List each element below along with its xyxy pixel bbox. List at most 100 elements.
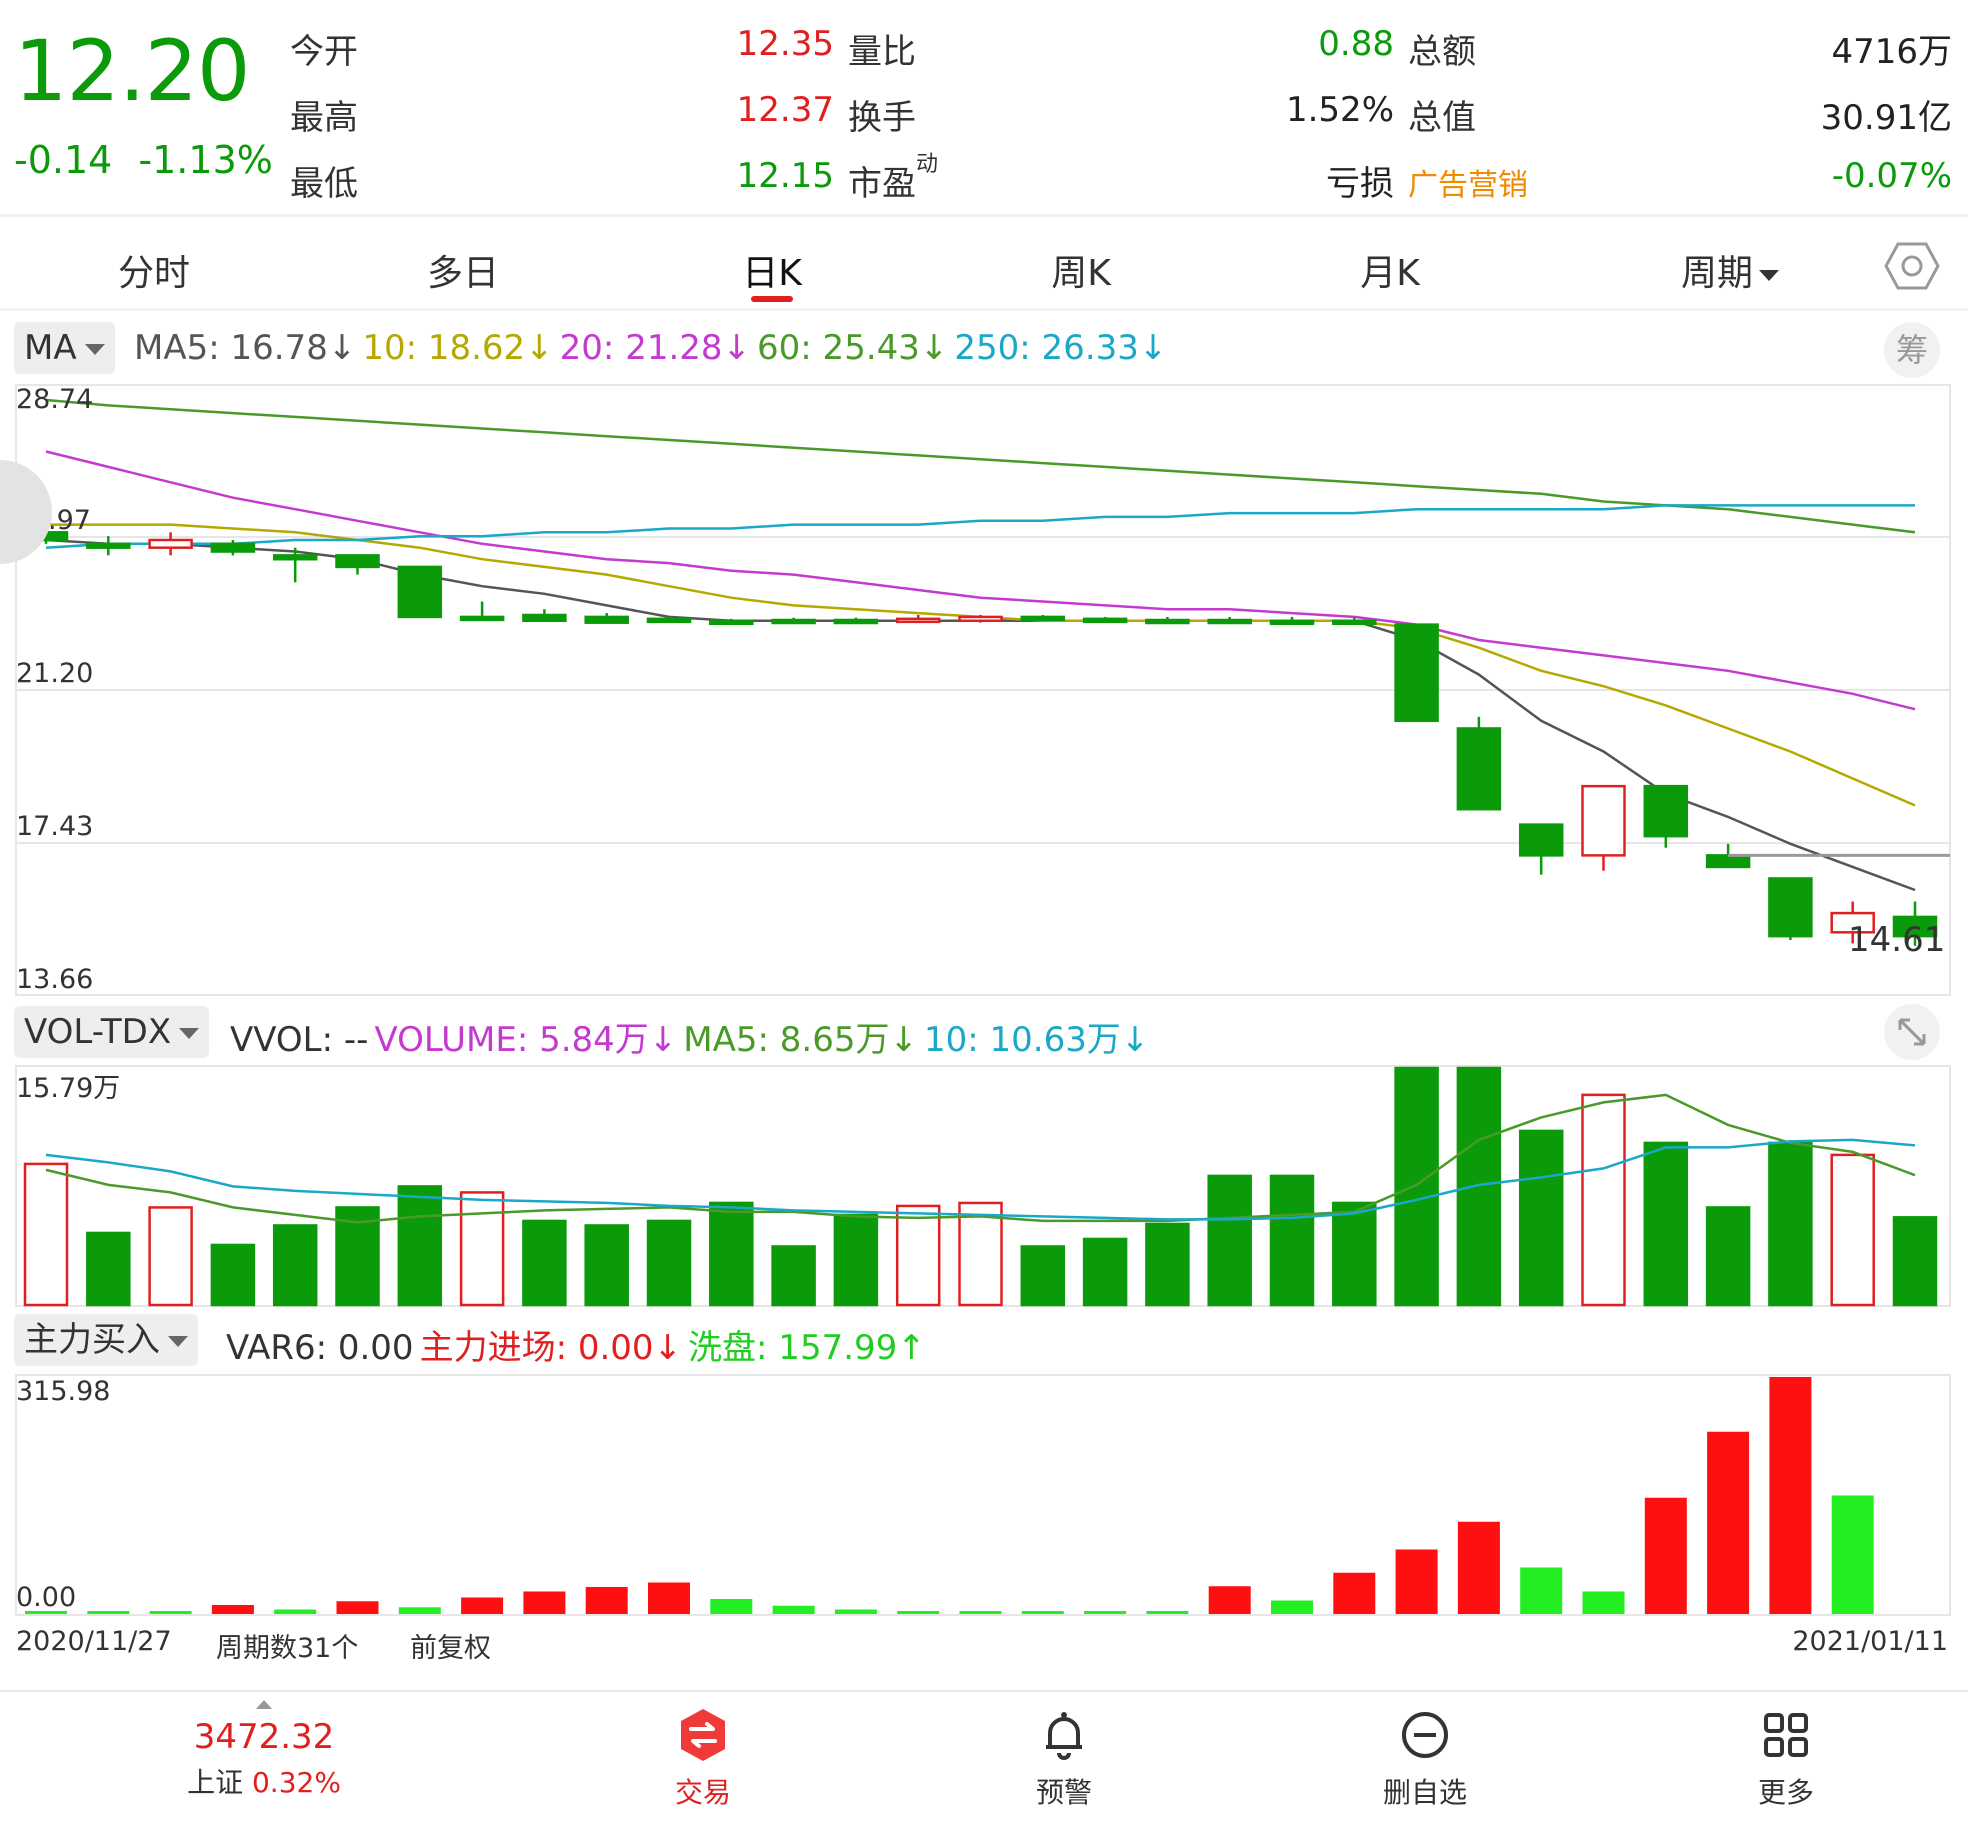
volume-ma-line-ma5 [45,1093,1916,1224]
volume-bar [272,1224,318,1307]
legend-entry: 10: 18.62↓ [362,328,554,368]
tab-4[interactable]: 月K [1290,244,1490,296]
caret-up-icon [256,1700,272,1709]
main-force-panel-frame [15,1374,1951,1616]
nav-more[interactable]: 更多 [1666,1705,1906,1811]
volume-bar [23,1162,69,1307]
volume-bar [895,1204,941,1307]
trade-exchange-icon [583,1705,823,1765]
candle-body [210,542,256,553]
volume-bar [1768,1141,1813,1307]
stat-label-superscript: 动 [916,152,939,177]
tab-2[interactable]: 日K [672,244,872,296]
candle-body [86,542,131,549]
candle-body [584,615,629,624]
ma-line-60 [45,398,1916,534]
change-value: -0.14 [14,138,113,182]
legend-entry: VOLUME: 5.84万↓ [374,1020,678,1060]
hexagon-settings-icon[interactable] [1884,238,1940,294]
candle-body [771,618,816,625]
candle-body [1518,823,1564,857]
main-force-bar [1520,1567,1563,1614]
volume-axis-label-top: 15.79万 [16,1073,121,1104]
expand-arrows-icon[interactable] [1884,1004,1940,1060]
tab-3[interactable]: 周K [981,244,1181,296]
nav-remove-watchlist[interactable]: 删自选 [1305,1705,1545,1811]
candle-body [1456,727,1502,811]
main-force-indicator-selector[interactable]: 主力买入 [14,1314,198,1366]
candle-body [958,615,1003,623]
legend-entry: VVOL: -- [230,1020,369,1060]
candle-body [1332,619,1377,626]
nav-trade[interactable]: 交易 [583,1705,823,1811]
nav-remove-label: 删自选 [1382,1776,1467,1809]
tab-1[interactable]: 多日 [363,244,563,296]
volume-bar [1892,1216,1938,1307]
main-force-axis-label-bottom: 0.00 [16,1582,77,1613]
candle-body [1830,911,1875,934]
index-name: 上证 [187,1766,244,1799]
tabs-divider [0,308,1968,311]
change-percent: -1.13% [138,138,273,182]
candle-body [1581,784,1626,857]
stat-label: 总额 [1408,32,1476,72]
start-date: 2020/11/27 [16,1626,172,1657]
main-force-bar [461,1597,504,1614]
candle-body [1892,915,1938,938]
vol-indicator-selector[interactable]: VOL-TDX [14,1006,210,1058]
nav-alert[interactable]: 预警 [944,1705,1184,1811]
header-divider [0,214,1968,217]
dropdown-triangle-icon [1759,269,1779,281]
main-force-bar [149,1611,192,1614]
main-force-bar [1146,1611,1189,1614]
main-force-bar [1208,1586,1251,1614]
candle-body [459,615,505,622]
candle-body [709,619,754,626]
tab-label: 月K [1360,253,1420,294]
price-axis-label-2: .97 [48,505,91,536]
main-force-bar [1084,1611,1127,1614]
volume-bar [709,1201,754,1307]
ma-line-ma5 [45,538,1916,892]
candle-body [895,617,941,624]
price-change: -0.14 -1.13% [14,138,273,182]
volume-bar [958,1201,1003,1307]
candle-body [1020,615,1066,622]
stat-value: 亏损 [1326,164,1394,204]
tab-5[interactable]: 周期 [1630,244,1830,296]
volume-bar [1830,1153,1875,1307]
stat-label: 市盈 [848,164,916,204]
chip-distribution-button[interactable]: 筹 [1884,322,1940,378]
volume-bar [833,1213,879,1307]
volume-bar [1020,1245,1066,1307]
volume-bar [1518,1129,1564,1307]
ma-indicator-selector[interactable]: MA [14,322,115,374]
main-force-bar [772,1605,815,1614]
candle-body [1145,618,1190,625]
main-force-bar [1333,1572,1376,1614]
stat-label: 最高 [290,98,358,138]
volume-bar [86,1231,131,1307]
stat-value: 12.35 [736,24,834,64]
volume-bar [1145,1222,1190,1307]
stat-label: 今开 [290,32,358,72]
price-axis-label-4: 17.43 [16,811,94,842]
candle-body [148,538,193,549]
tab-0[interactable]: 分时 [54,244,254,296]
candle-body [1643,784,1689,838]
ma-legend: MA5: 16.78↓ 10: 18.62↓ 20: 21.28↓ 60: 25.43… [134,328,1173,368]
end-date: 2021/01/11 [1792,1626,1948,1657]
adjust-mode[interactable]: 前复权 [410,1633,491,1664]
main-force-bar [585,1586,628,1614]
candle-body [1082,617,1128,624]
dropdown-triangle-icon [84,344,105,355]
grid-more-icon [1666,1705,1906,1765]
stat-label: 量比 [848,32,916,72]
candle-body [1768,877,1813,938]
stat-label: 广告营销 [1408,168,1528,203]
index-ticker[interactable]: 3472.32 上证 0.32% [144,1700,384,1801]
bell-icon [944,1705,1184,1765]
stat-value: 12.15 [736,156,834,196]
volume-bar [397,1185,443,1307]
